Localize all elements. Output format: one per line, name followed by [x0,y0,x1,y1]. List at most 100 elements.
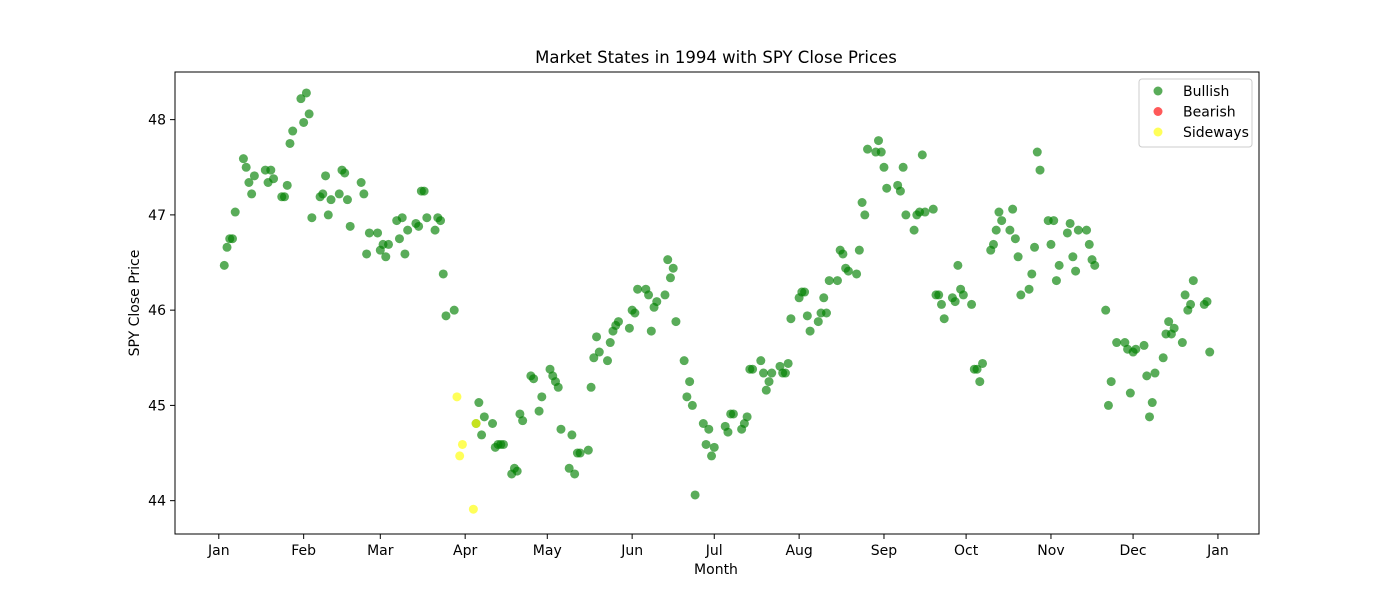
data-point-bullish [882,183,892,193]
x-tick-label: Feb [291,543,316,559]
x-tick-label: Nov [1037,543,1064,559]
data-point-bullish [978,358,988,368]
data-point-bullish [362,249,372,259]
data-point-bullish [1071,266,1081,276]
data-point-bullish [441,311,451,321]
data-point-bullish [269,174,279,184]
data-point-bullish [1158,353,1168,363]
data-point-bullish [537,392,547,402]
data-point-bullish [1030,242,1040,252]
data-point-bullish [556,424,566,434]
data-point-bullish [326,195,336,205]
data-point-bullish [679,356,689,366]
data-point-bullish [1164,317,1174,327]
x-tick-label: Aug [785,543,812,559]
x-tick-label: May [533,543,562,559]
data-point-bullish [813,317,823,327]
data-point-bullish [589,353,599,363]
data-point-bullish [1084,239,1094,249]
data-point-bullish [227,234,237,244]
data-point-bullish [553,382,563,392]
data-point-bullish [430,225,440,235]
legend-label: Bullish [1183,84,1229,100]
data-point-bullish [1125,388,1135,398]
data-point-bullish [381,252,391,262]
data-point-bullish [583,445,593,455]
data-point-bullish [512,466,522,476]
data-point-bullish [449,305,459,315]
data-point-bullish [436,216,446,226]
y-tick-label: 47 [148,208,166,224]
data-point-bullish [939,314,949,324]
x-tick-label: Jan [1206,543,1229,559]
data-point-bullish [832,276,842,286]
data-point-bullish [359,189,369,199]
data-point-bullish [1186,299,1196,309]
data-point-bullish [646,326,656,336]
data-point-bullish [1106,377,1116,387]
data-point-bullish [898,162,908,172]
data-point-bullish [567,430,577,440]
data-point-bullish [821,308,831,318]
data-point-bullish [879,162,889,172]
data-point-bullish [518,416,528,426]
data-point-bullish [394,234,404,244]
data-point-bullish [1103,400,1113,410]
data-point-bullish [824,276,834,286]
data-point-bullish [238,154,248,164]
data-point-bullish [564,463,574,473]
data-point-bullish [1112,338,1122,348]
x-tick-label: Dec [1120,543,1147,559]
data-point-bullish [244,177,254,187]
data-point-bullish [1051,276,1061,286]
data-point-bullish [967,299,977,309]
data-point-bullish [1202,297,1212,307]
data-point-bullish [438,269,448,279]
data-point-bullish [304,109,314,119]
data-point-bullish [742,412,752,422]
y-tick-label: 48 [148,113,166,129]
data-point-bullish [663,255,673,265]
data-point-bullish [422,213,432,223]
data-point-bullish [852,269,862,279]
legend-box [1138,78,1253,148]
y-tick-label: 46 [148,303,166,319]
data-point-bullish [1049,216,1059,226]
data-point-bullish [249,171,259,181]
data-point-bullish [1010,234,1020,244]
series-sideways [452,392,481,514]
data-point-bullish [988,239,998,249]
data-point-bullish [570,469,580,479]
data-point-bullish [1046,239,1056,249]
data-point-bullish [975,377,985,387]
data-point-bullish [723,427,733,437]
data-point-bullish [266,165,276,175]
data-point-bullish [701,439,711,449]
data-point-bullish [780,368,790,378]
data-point-bullish [282,180,292,190]
data-point-bullish [630,308,640,318]
data-point-bullish [633,284,643,294]
data-point-bullish [1131,344,1141,354]
plot-frame [174,71,1260,535]
data-point-bullish [854,245,864,255]
data-point-bullish [575,448,585,458]
data-point-bullish [805,326,815,336]
data-point-bullish [318,189,328,199]
y-axis-title: SPY Close Price [127,250,143,357]
data-point-bullish [991,225,1001,235]
data-point-bullish [1150,368,1160,378]
data-point-bullish [334,189,344,199]
x-tick-label: Jun [620,543,643,559]
data-point-bullish [594,347,604,357]
data-point-bullish [690,490,700,500]
data-point-bullish [288,126,298,136]
data-point-bullish [1035,165,1045,175]
data-point-bullish [477,430,487,440]
data-point-bullish [1205,347,1215,357]
data-point-bullish [1180,290,1190,300]
data-point-bullish [802,311,812,321]
data-point-bullish [1082,225,1092,235]
data-point-bullish [748,364,758,374]
data-point-sideways [457,439,467,449]
